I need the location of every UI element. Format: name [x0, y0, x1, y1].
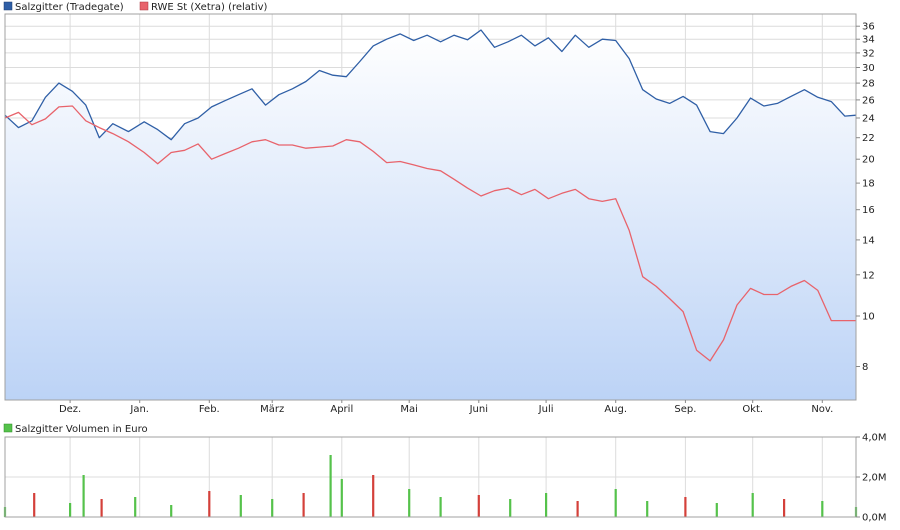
y-tick-label: 8 — [862, 362, 868, 373]
volume-tick-label: 2,0M — [862, 473, 887, 484]
x-tick-label: Mai — [400, 404, 418, 415]
volume-bar — [576, 501, 579, 517]
volume-chart-y-axis: 0,0M 2,0M 4,0M — [856, 433, 887, 524]
x-tick-label: Sep. — [674, 404, 696, 415]
legend-swatch-salzgitter — [3, 1, 13, 11]
series-line-salzgitter — [4, 29, 857, 141]
volume-bar — [439, 497, 442, 517]
y-tick-label: 30 — [862, 63, 875, 74]
x-tick-label: Juli — [538, 404, 554, 415]
x-tick-label: Feb. — [199, 404, 220, 415]
price-chart: 8 10 12 14 16 18 20 22 24 26 28 30 32 34 36 Dez. Jan. Fe… — [4, 13, 875, 415]
x-tick-label: Aug. — [604, 404, 627, 415]
y-tick-label: 24 — [862, 114, 875, 125]
x-tick-label: Jan. — [129, 404, 149, 415]
volume-bar — [329, 455, 332, 517]
legend-label-rwe: RWE St (Xetra) (relativ) — [151, 2, 268, 13]
volume-bar — [33, 493, 36, 517]
volume-bar — [170, 505, 173, 517]
y-tick-label: 28 — [862, 79, 875, 90]
y-tick-label: 36 — [862, 22, 875, 33]
volume-bar — [340, 479, 343, 517]
volume-tick-label: 4,0M — [862, 433, 887, 444]
price-chart-legend: Salzgitter (Tradegate) RWE St (Xetra) (r… — [3, 1, 268, 13]
price-chart-y-axis: 8 10 12 14 16 18 20 22 24 26 28 30 32 34 36 — [856, 22, 875, 373]
y-tick-label: 22 — [862, 133, 875, 144]
series-line-rwe — [4, 105, 856, 362]
volume-bar — [783, 499, 786, 517]
y-tick-label: 32 — [862, 48, 875, 59]
volume-bar — [302, 493, 305, 517]
legend-label-volume: Salzgitter Volumen in Euro — [15, 424, 148, 435]
legend-item-rwe: RWE St (Xetra) (relativ) — [139, 1, 268, 13]
volume-bar — [100, 499, 103, 517]
volume-bar — [614, 489, 617, 517]
volume-bar — [684, 497, 687, 517]
price-chart-lines — [4, 29, 857, 362]
y-tick-label: 18 — [862, 179, 875, 190]
volume-bar — [82, 475, 85, 517]
x-tick-label: April — [330, 404, 353, 415]
volume-bar — [646, 501, 649, 517]
volume-bars — [3, 455, 858, 517]
salzgitter-area-fill — [5, 30, 856, 400]
x-tick-label: März — [260, 404, 284, 415]
legend-swatch-volume — [3, 423, 13, 433]
volume-bar — [69, 503, 72, 517]
y-tick-label: 16 — [862, 205, 875, 216]
y-tick-label: 12 — [862, 270, 875, 281]
y-tick-label: 26 — [862, 95, 875, 106]
y-tick-label: 10 — [862, 312, 875, 323]
x-tick-label: Nov. — [811, 404, 833, 415]
y-tick-label: 14 — [862, 235, 875, 246]
legend-label-salzgitter: Salzgitter (Tradegate) — [15, 2, 124, 13]
volume-bar — [751, 493, 754, 517]
x-tick-label: Juni — [469, 404, 488, 415]
volume-bar — [821, 501, 824, 517]
y-tick-label: 20 — [862, 155, 875, 166]
price-chart-x-axis: Dez. Jan. Feb. März April Mai Juni Juli Aug. Sep.… — [59, 400, 833, 415]
volume-bar — [545, 493, 548, 517]
volume-bar — [477, 495, 480, 517]
x-tick-label: Dez. — [59, 404, 81, 415]
volume-bar — [239, 495, 242, 517]
legend-swatch-rwe — [139, 1, 149, 11]
volume-chart: 0,0M 2,0M 4,0M — [3, 433, 887, 524]
price-chart-frame — [4, 13, 857, 401]
volume-bar — [408, 489, 411, 517]
volume-bar — [509, 499, 512, 517]
volume-bar — [134, 497, 137, 517]
x-tick-label: Okt. — [742, 404, 763, 415]
y-tick-label: 34 — [862, 35, 875, 46]
volume-chart-legend: Salzgitter Volumen in Euro — [3, 423, 148, 435]
volume-bar — [715, 503, 718, 517]
volume-bar — [271, 499, 274, 517]
legend-item-salzgitter: Salzgitter (Tradegate) — [3, 1, 124, 13]
volume-bar — [208, 491, 211, 517]
volume-tick-label: 0,0M — [862, 513, 887, 524]
volume-bar — [372, 475, 375, 517]
